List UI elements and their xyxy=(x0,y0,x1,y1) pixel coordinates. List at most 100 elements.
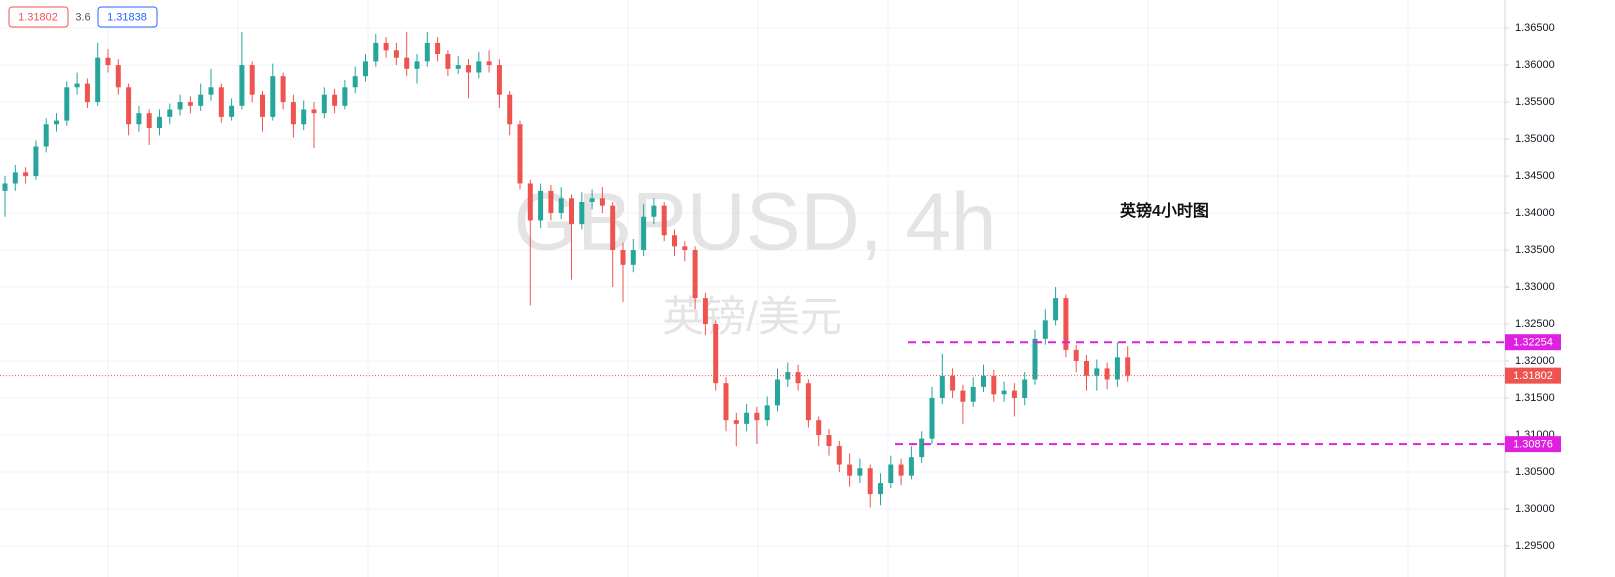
candle-body xyxy=(33,146,39,177)
candle-body xyxy=(919,438,925,458)
watermark: GBPUSD, 4h xyxy=(513,177,996,268)
candle-body xyxy=(939,375,945,398)
candle-body xyxy=(290,102,296,125)
candle-body xyxy=(1104,368,1110,380)
candle-body xyxy=(630,250,636,265)
candle-body xyxy=(414,61,420,69)
y-tick-label: 1.30500 xyxy=(1515,466,1555,478)
y-tick-label: 1.32500 xyxy=(1515,318,1555,330)
candle-body xyxy=(888,464,894,484)
candle-body xyxy=(301,109,307,125)
candle-body xyxy=(12,172,18,184)
y-tick-label: 1.30000 xyxy=(1515,503,1555,515)
v-grid xyxy=(107,0,1409,577)
candle-body xyxy=(558,198,564,214)
candle-body xyxy=(960,390,966,402)
y-tick-label: 1.34500 xyxy=(1515,170,1555,182)
candle-body xyxy=(672,235,677,247)
candle-body xyxy=(373,42,379,62)
candle-body xyxy=(383,42,389,51)
candle-body xyxy=(332,94,338,106)
y-tick-label: 1.31500 xyxy=(1515,392,1555,404)
y-tick-label: 1.35000 xyxy=(1515,133,1555,145)
candle-body xyxy=(466,65,471,73)
candle-body xyxy=(527,183,533,221)
candle-body xyxy=(1063,298,1069,350)
candle-body xyxy=(950,375,956,391)
y-tick-label: 1.34000 xyxy=(1515,207,1555,219)
y-tick-label: 1.36500 xyxy=(1515,22,1555,34)
candle-body xyxy=(74,83,80,88)
candle-body xyxy=(84,83,90,103)
candle-body xyxy=(908,457,914,476)
price-tag xyxy=(1505,367,1561,384)
candle-body xyxy=(64,87,70,121)
candle-body xyxy=(229,105,235,117)
candle-body xyxy=(1001,390,1007,395)
candle-body xyxy=(435,42,441,55)
candle-body xyxy=(1042,320,1048,339)
candle-body xyxy=(1022,379,1028,398)
price-tag-label: 1.31802 xyxy=(1513,370,1553,382)
candle-body xyxy=(929,397,935,439)
candle-body xyxy=(218,87,224,117)
y-tick-label: 1.33000 xyxy=(1515,281,1555,293)
candle-body xyxy=(455,65,461,69)
candle-body xyxy=(548,190,554,214)
candle-body xyxy=(404,57,410,69)
candle-body xyxy=(1011,390,1017,398)
candle-body xyxy=(311,109,317,114)
candle-body xyxy=(1073,349,1079,361)
ask-box[interactable] xyxy=(97,6,158,28)
candle-body xyxy=(476,61,482,73)
bid-box[interactable] xyxy=(8,6,69,28)
candle-body xyxy=(342,87,348,106)
candle-body xyxy=(1125,357,1131,376)
candle-body xyxy=(661,205,667,236)
candle-body xyxy=(105,57,111,66)
level-tag xyxy=(1505,436,1561,453)
candle-body xyxy=(775,379,780,406)
candle-body xyxy=(538,190,544,221)
candle-body xyxy=(54,120,59,125)
candle-body xyxy=(1053,298,1059,321)
candle-body xyxy=(126,87,132,125)
candle-body xyxy=(260,94,265,117)
candle-body xyxy=(702,298,708,325)
candle-body xyxy=(187,102,193,106)
candle-body xyxy=(867,468,873,495)
candle-body xyxy=(352,76,358,88)
candle-body xyxy=(764,405,770,421)
candle-body xyxy=(136,113,142,125)
y-tick-label: 1.32000 xyxy=(1515,355,1555,367)
candle-body xyxy=(445,54,451,69)
candle-body xyxy=(610,205,616,251)
candle-body xyxy=(589,198,595,202)
candle-body xyxy=(981,375,986,387)
candle-body xyxy=(898,464,904,476)
y-tick-label: 1.29500 xyxy=(1515,540,1555,552)
candle-body xyxy=(692,250,698,299)
candle-body xyxy=(2,183,8,191)
candle-body xyxy=(847,464,853,476)
candle-body xyxy=(785,372,791,380)
candle-body xyxy=(569,198,574,225)
candle-body xyxy=(579,201,585,225)
candle-body xyxy=(1094,368,1100,376)
candle-body xyxy=(1084,360,1089,376)
candle-body xyxy=(826,434,832,447)
watermark-sub: 英镑/美元 xyxy=(662,293,842,340)
candle-body xyxy=(795,372,801,384)
y-tick-label: 1.35500 xyxy=(1515,96,1555,108)
level-tag xyxy=(1505,334,1561,351)
level-tag-label: 1.32254 xyxy=(1513,337,1553,349)
candle-body xyxy=(991,375,997,395)
bid: 1.31802 xyxy=(18,11,58,23)
candle-body xyxy=(363,61,368,77)
candle-body xyxy=(321,94,327,114)
annotation: 英镑4小时图 xyxy=(1119,201,1209,220)
level-tag-label: 1.30876 xyxy=(1513,439,1553,451)
candle-body xyxy=(805,383,811,421)
